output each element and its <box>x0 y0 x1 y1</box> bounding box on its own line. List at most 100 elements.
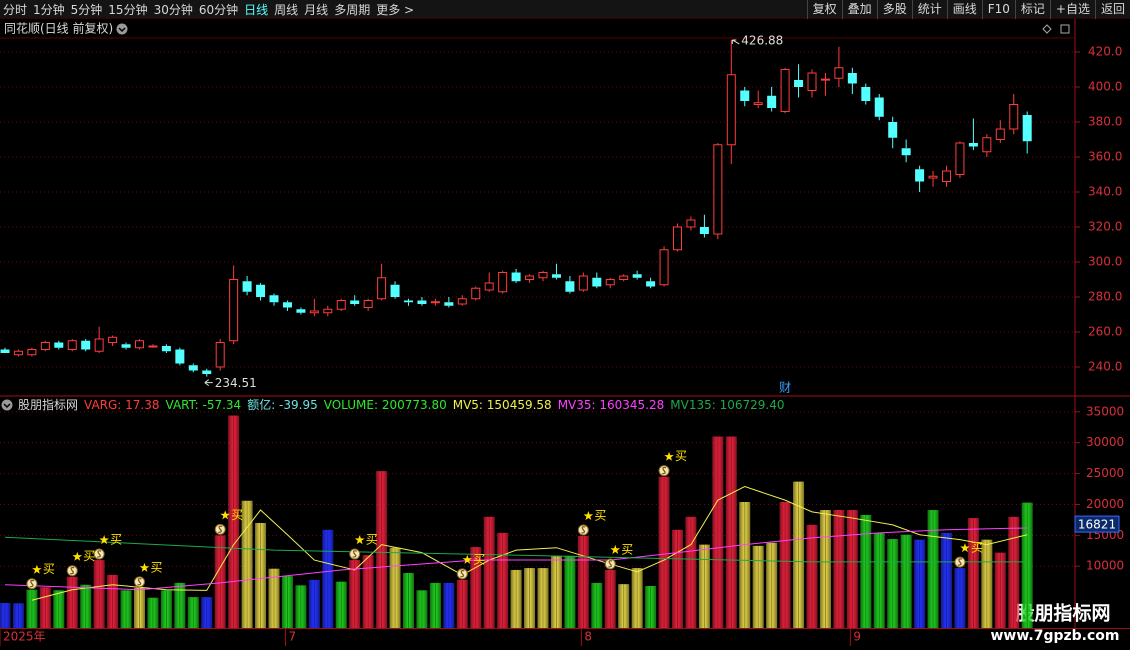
candle-body <box>27 349 37 356</box>
candle-body <box>350 300 360 304</box>
candle-body <box>982 137 992 153</box>
candle-body <box>471 287 481 300</box>
period-tab[interactable]: 1分钟 <box>33 3 65 17</box>
volume-bar <box>833 510 845 628</box>
tool-button[interactable]: 叠加 <box>841 0 877 19</box>
candle-body <box>282 302 292 308</box>
candle-body <box>67 340 77 350</box>
candle-body <box>632 274 642 278</box>
buy-star <box>139 562 150 572</box>
period-tab[interactable]: 分时 <box>3 3 28 17</box>
volume-bar <box>26 589 38 628</box>
candle-body <box>847 73 857 84</box>
period-tab[interactable]: 更多 > <box>376 3 415 17</box>
tool-button[interactable]: +自选 <box>1049 0 1095 19</box>
tool-button[interactable]: 多股 <box>876 0 912 19</box>
volume-bar <box>187 597 199 628</box>
volume-bar <box>107 574 119 628</box>
square-icon[interactable] <box>1060 24 1070 34</box>
period-tab[interactable]: 60分钟 <box>198 3 239 17</box>
volume-bar <box>914 539 926 628</box>
period-tab[interactable]: 多周期 <box>334 3 371 17</box>
x-tick-label: 8 <box>584 630 592 644</box>
volume-bar <box>335 581 347 628</box>
volume-bar <box>443 582 455 628</box>
volume-bar <box>201 597 213 628</box>
news-marker[interactable]: 财 <box>779 381 791 395</box>
last-value-box <box>1074 515 1120 533</box>
candle-body <box>942 170 951 182</box>
volume-bar <box>658 476 670 628</box>
candle-body <box>444 302 454 306</box>
candle-body <box>861 87 871 101</box>
money-bag-sign <box>137 578 142 586</box>
y-tick-label: 20000 <box>1086 497 1124 511</box>
tool-button[interactable]: 复权 <box>806 0 842 19</box>
y-tick-label: 30000 <box>1086 435 1124 449</box>
y-tick-label: 25000 <box>1086 466 1124 480</box>
toolbar: 分时 1分钟 5分钟 15分钟 30分钟 60分钟 日线 周线 月线 多周期 更多 > 复权 叠加 多股统… <box>0 0 1130 19</box>
candle-body <box>296 309 306 313</box>
period-tab[interactable]: 30分钟 <box>153 3 193 17</box>
low-label: 234.51 <box>215 376 257 390</box>
volume-bar <box>12 603 24 628</box>
buy-star <box>99 535 109 545</box>
volume-bar <box>645 586 657 628</box>
panel-menu-icon[interactable] <box>116 23 128 35</box>
volume-bar <box>66 576 78 628</box>
y-tick-label: 35000 <box>1086 404 1124 418</box>
tool-button[interactable]: 画线 <box>946 0 982 19</box>
candle-body <box>525 275 535 280</box>
tool-button[interactable]: 返回 <box>1094 0 1130 19</box>
candle-body <box>767 95 777 108</box>
volume-bar <box>255 523 267 628</box>
candle-body <box>377 277 387 300</box>
candle-body <box>820 78 830 81</box>
volume-bar <box>1021 502 1033 628</box>
volume-bar <box>779 502 791 628</box>
candle-body <box>417 300 427 304</box>
y-tick-label: 10000 <box>1086 559 1124 573</box>
period-tab[interactable]: 周线 <box>274 3 299 17</box>
period-tab[interactable]: 月线 <box>304 3 329 17</box>
volume-bar <box>147 597 159 628</box>
period-tabs: 分时 1分钟 5分钟 15分钟 30分钟 60分钟 日线 周线 月线 多周期 更多 > <box>0 0 417 19</box>
volume-bar <box>873 532 885 628</box>
money-bag-sign <box>29 579 35 588</box>
candle-body <box>430 301 440 304</box>
volume-bar <box>604 569 616 628</box>
y-tick-label: 260.0 <box>1088 325 1122 339</box>
candle-body <box>188 365 198 371</box>
buy-signal-label: 买 <box>594 508 606 522</box>
candle-body <box>1009 104 1019 130</box>
candle-body <box>363 300 373 308</box>
low-arrow <box>204 379 213 387</box>
candle-body <box>713 144 723 235</box>
candle-body <box>161 346 171 352</box>
candle-body <box>13 350 23 356</box>
period-tab[interactable]: 5分钟 <box>70 3 103 17</box>
volume-bar <box>362 555 374 628</box>
tool-button[interactable]: 标记 <box>1014 0 1050 19</box>
period-tab[interactable]: 15分钟 <box>108 3 148 17</box>
panel-menu-chevron <box>118 27 126 33</box>
indicator-text: 额亿: -39.95 <box>247 397 318 412</box>
volume-bar <box>591 582 603 628</box>
diamond-icon[interactable] <box>1042 24 1052 34</box>
volume-bar <box>712 436 724 628</box>
volume-bar <box>39 587 51 628</box>
buy-signal-label: 买 <box>971 541 983 555</box>
tool-button[interactable]: 统计 <box>911 0 947 19</box>
buy-star <box>462 554 473 564</box>
indicator-text: 股朋指标网 <box>18 397 78 412</box>
tool-button[interactable]: F10 <box>981 0 1015 19</box>
volume-bar <box>941 532 952 628</box>
period-tab[interactable]: 日线 <box>244 3 269 17</box>
candle-body <box>955 142 965 175</box>
volume-bar <box>900 534 912 628</box>
volume-bar <box>376 471 388 628</box>
candle-body <box>794 80 804 87</box>
indicator-menu-icon[interactable] <box>1 399 13 411</box>
candle-body <box>646 281 656 287</box>
